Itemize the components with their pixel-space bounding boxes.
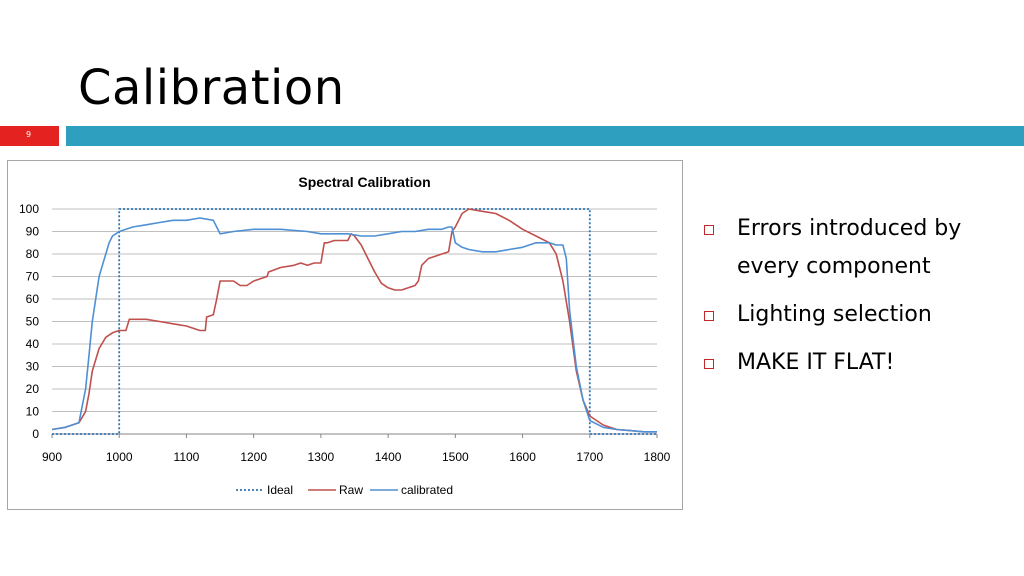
series-line-raw	[51, 208, 657, 433]
spectral-calibration-chart: Spectral Calibration 0 10 20 30 40 50 60 70 80 90 1…	[19, 174, 671, 497]
x-tick-label: 1700	[576, 450, 603, 464]
series-line-ideal	[52, 208, 657, 435]
x-tick-label: 1000	[106, 450, 133, 464]
x-tick-label: 1300	[308, 450, 335, 464]
y-tick-label: 70	[26, 270, 40, 284]
chart-frame: Spectral Calibration 0 10 20 30 40 50 60 70 80 90 1…	[7, 160, 683, 510]
y-tick-label: 40	[26, 337, 40, 351]
legend-label-calibrated: calibrated	[401, 483, 453, 497]
slide-title: Calibration	[78, 60, 345, 116]
x-tick-label: 1600	[509, 450, 536, 464]
bullet-square-icon	[704, 359, 714, 369]
bullet-item-errors: Errors introduced by every component	[700, 210, 1010, 286]
y-tick-label: 0	[32, 427, 39, 441]
x-tick-label: 1800	[644, 450, 671, 464]
bullet-text: Lighting selection	[737, 302, 932, 327]
x-tick-label: 1100	[174, 450, 200, 464]
y-tick-label: 100	[19, 202, 39, 216]
y-tick-label: 30	[26, 360, 40, 374]
x-tick-label: 1200	[240, 450, 267, 464]
bullet-text: Errors introduced by every component	[737, 216, 962, 279]
accent-bar	[66, 126, 1024, 146]
slide-number: 9	[26, 130, 32, 139]
bullet-item-lighting: Lighting selection	[700, 296, 1010, 334]
x-tick-label: 900	[42, 450, 62, 464]
y-tick-label: 10	[26, 405, 40, 419]
y-tick-label: 90	[26, 225, 40, 239]
series-line-calibrated	[51, 217, 657, 433]
legend-label-ideal: Ideal	[267, 483, 293, 497]
bullet-text: MAKE IT FLAT!	[737, 350, 895, 375]
bullet-square-icon	[704, 311, 714, 321]
chart-title: Spectral Calibration	[298, 174, 430, 190]
y-tick-label: 60	[26, 292, 40, 306]
bullet-list: Errors introduced by every component Lig…	[700, 210, 1010, 392]
y-tick-label: 50	[26, 315, 40, 329]
x-tick-label: 1400	[375, 450, 402, 464]
legend-label-raw: Raw	[339, 483, 363, 497]
y-tick-label: 20	[26, 382, 40, 396]
bullet-item-flat: MAKE IT FLAT!	[700, 344, 1010, 382]
y-tick-label: 80	[26, 247, 40, 261]
x-tick-label: 1500	[442, 450, 469, 464]
bullet-square-icon	[704, 225, 714, 235]
slide-number-bar	[0, 126, 59, 146]
